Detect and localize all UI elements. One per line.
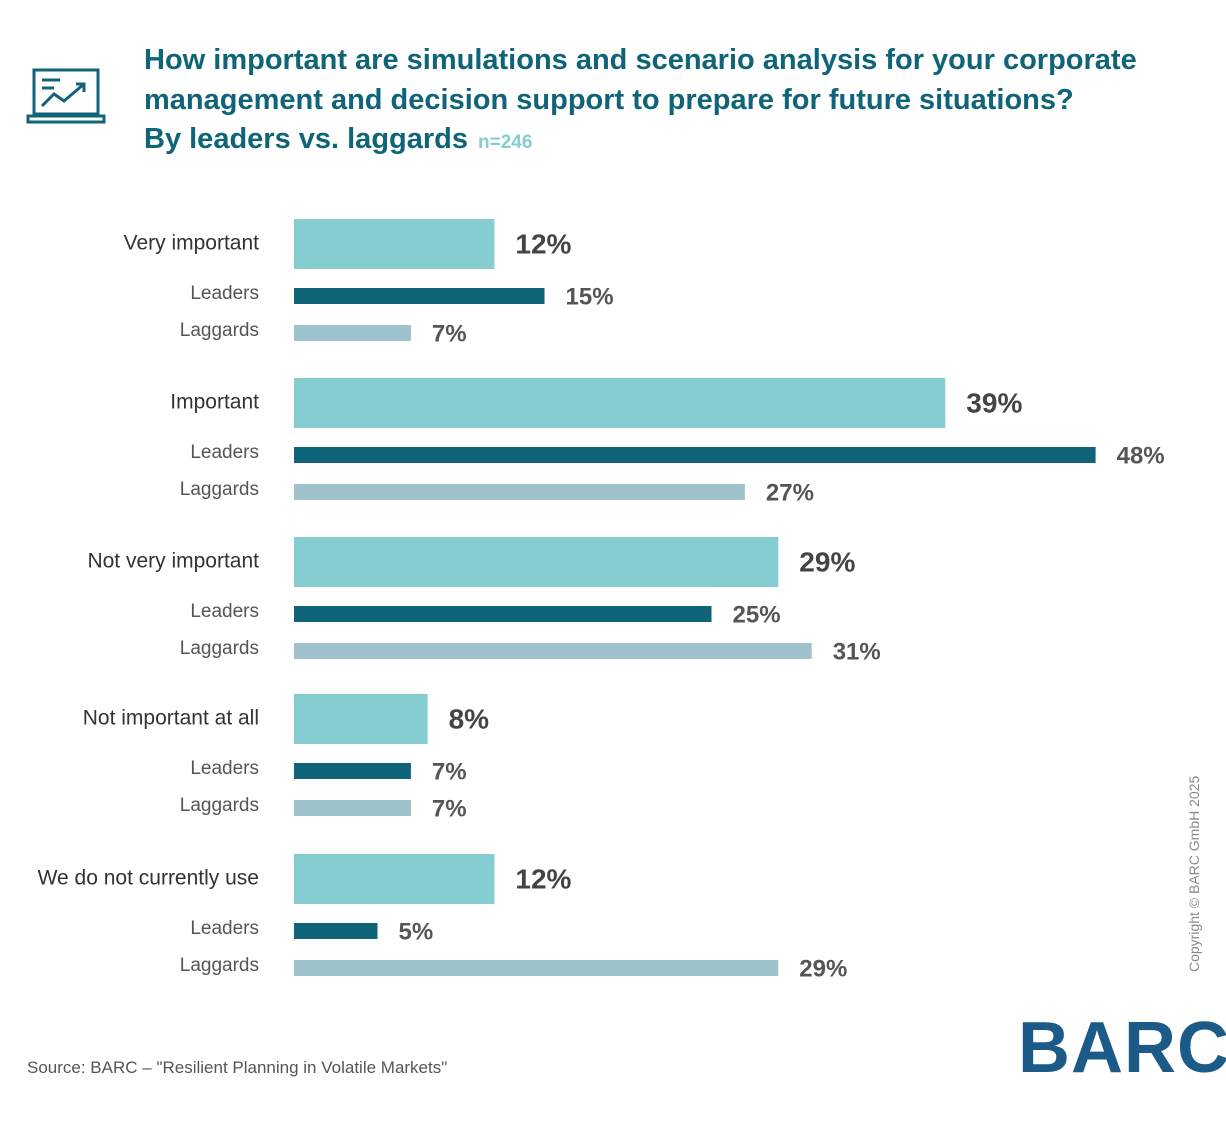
value-label-leaders-not-very-important: 25% <box>733 601 781 628</box>
bar-leaders-not-important-at-all <box>294 763 411 779</box>
bar-laggards-we-do-not-currently-use <box>294 960 779 976</box>
bar-leaders-important <box>294 447 1096 463</box>
bar-total-we-do-not-currently-use <box>294 854 495 904</box>
series-label-laggards-not-important-at-all: Laggards <box>180 795 259 816</box>
category-label-we-do-not-currently-use: We do not currently use <box>38 867 259 890</box>
barc-logo: BARC <box>1018 1008 1226 1088</box>
chart-title-line-3-text: By leaders vs. laggards <box>144 123 468 155</box>
source-note: Source: BARC – "Resilient Planning in Vo… <box>27 1058 448 1077</box>
series-label-leaders-we-do-not-currently-use: Leaders <box>190 918 259 939</box>
value-label-leaders-important: 48% <box>1117 442 1165 469</box>
bar-total-not-very-important <box>294 537 779 587</box>
copyright-notice: Copyright © BARC GmbH 2025 <box>1186 775 1202 972</box>
value-label-laggards-not-very-important: 31% <box>833 638 881 665</box>
value-label-laggards-not-important-at-all: 7% <box>432 795 467 822</box>
category-label-not-important-at-all: Not important at all <box>83 707 259 730</box>
value-label-total-very-important: 12% <box>515 228 571 259</box>
category-label-important: Important <box>170 391 259 414</box>
series-label-leaders-not-very-important: Leaders <box>190 601 259 622</box>
series-label-laggards-very-important: Laggards <box>180 320 259 341</box>
series-label-laggards-we-do-not-currently-use: Laggards <box>180 955 259 976</box>
value-label-laggards-important: 27% <box>766 479 814 506</box>
category-label-very-important: Very important <box>124 232 260 255</box>
value-label-leaders-we-do-not-currently-use: 5% <box>399 918 434 945</box>
category-label-not-very-important: Not very important <box>87 550 259 573</box>
value-label-leaders-not-important-at-all: 7% <box>432 758 467 785</box>
bar-total-important <box>294 378 946 428</box>
value-label-leaders-very-important: 15% <box>566 283 614 310</box>
bar-laggards-important <box>294 484 745 500</box>
series-label-leaders-important: Leaders <box>190 442 259 463</box>
value-label-total-not-very-important: 29% <box>799 546 855 577</box>
bar-leaders-very-important <box>294 288 545 304</box>
bar-laggards-not-important-at-all <box>294 800 411 816</box>
value-label-total-important: 39% <box>966 387 1022 418</box>
series-label-leaders-very-important: Leaders <box>190 283 259 304</box>
series-label-laggards-not-very-important: Laggards <box>180 638 259 659</box>
series-label-laggards-important: Laggards <box>180 479 259 500</box>
chart-title-line-2: management and decision support to prepa… <box>144 84 1074 116</box>
bar-total-very-important <box>294 219 495 269</box>
value-label-total-not-important-at-all: 8% <box>449 703 490 734</box>
sample-size: n=246 <box>478 132 533 153</box>
chart-title-line-1: How important are simulations and scenar… <box>144 44 1137 76</box>
bar-laggards-very-important <box>294 325 411 341</box>
value-label-laggards-very-important: 7% <box>432 320 467 347</box>
bar-leaders-not-very-important <box>294 606 712 622</box>
value-label-total-we-do-not-currently-use: 12% <box>515 863 571 894</box>
laptop-chart-icon <box>26 68 106 124</box>
bar-total-not-important-at-all <box>294 694 428 744</box>
bar-leaders-we-do-not-currently-use <box>294 923 378 939</box>
chart-title-line-3: By leaders vs. laggards n=246 <box>144 120 532 162</box>
value-label-laggards-we-do-not-currently-use: 29% <box>799 955 847 982</box>
series-label-leaders-not-important-at-all: Leaders <box>190 758 259 779</box>
bar-laggards-not-very-important <box>294 643 812 659</box>
